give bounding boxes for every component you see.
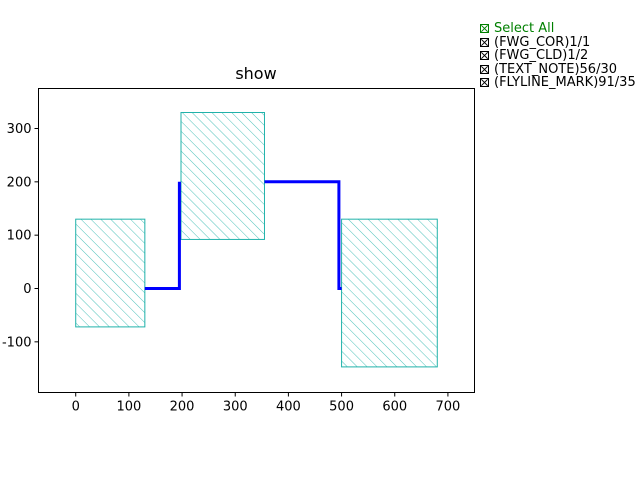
x-tick-label: 500 [329, 400, 354, 415]
legend-item-fwg-cld[interactable]: (FWG_CLD)1/2 [480, 49, 636, 63]
checkbox-icon[interactable] [480, 64, 489, 74]
legend-item-select-all[interactable]: Select All [480, 22, 636, 36]
legend-item-text-note[interactable]: (TEXT_NOTE)56/30 [480, 61, 636, 77]
x-tick-label: 300 [223, 400, 248, 415]
legend-item-fwg-cor[interactable]: (FWG_COR)1/1 [480, 34, 636, 50]
rectangle-2 [341, 218, 438, 368]
flyline-0 [144, 181, 181, 290]
checkbox-icon[interactable] [480, 24, 489, 34]
y-tick-label: 200 [7, 175, 32, 190]
y-tick-label: 100 [7, 229, 32, 244]
y-tick-label: 0 [23, 282, 31, 297]
rectangle-0 [75, 218, 146, 328]
checkbox-icon[interactable] [480, 51, 489, 61]
checkbox-icon[interactable] [480, 37, 489, 47]
legend-item-flyline-mark[interactable]: (FLYLINE_MARK)91/35 [480, 76, 636, 90]
legend-label: (FWG_CLD)1/2 [494, 48, 589, 63]
x-tick-label: 400 [276, 400, 301, 415]
flyline-1 [264, 180, 342, 290]
checkbox-icon[interactable] [480, 78, 489, 88]
legend-label: Select All [494, 21, 555, 36]
x-tick-label: 0 [72, 400, 80, 415]
legend: Select All (FWG_COR)1/1 (FWG_CLD)1/2 (TE… [480, 22, 636, 90]
legend-label: (FLYLINE_MARK)91/35 [494, 75, 636, 90]
x-axis: 0 100 200 300 400 500 600 700 [72, 392, 461, 415]
axes-frame [38, 88, 475, 393]
x-tick-label: 600 [382, 400, 407, 415]
y-tick-label: -100 [2, 335, 32, 350]
chart-title: show [235, 64, 276, 83]
x-tick-label: 200 [170, 400, 195, 415]
rectangle-1 [180, 112, 265, 240]
x-tick-label: 700 [436, 400, 461, 415]
y-tick-label: 300 [7, 122, 32, 137]
legend-label: (FWG_COR)1/1 [494, 34, 591, 50]
x-tick-label: 100 [116, 400, 141, 415]
legend-label: (TEXT_NOTE)56/30 [494, 61, 617, 77]
y-axis: -100 0 100 200 300 [2, 122, 39, 350]
plot-area [75, 112, 438, 368]
